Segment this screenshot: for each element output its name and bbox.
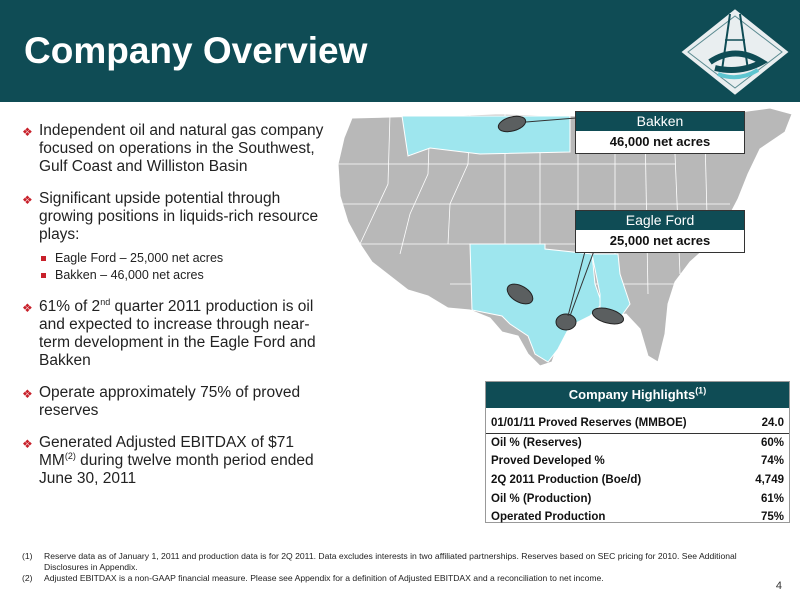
bakken-callout-title: Bakken bbox=[576, 112, 744, 131]
bullet-item: ❖ Independent oil and natural gas compan… bbox=[22, 122, 324, 175]
bakken-states bbox=[401, 115, 571, 157]
highlights-title: Company Highlights(1) bbox=[486, 382, 789, 408]
sub-bullet-list: Eagle Ford – 25,000 net acres Bakken – 4… bbox=[39, 250, 332, 284]
diamond-bullet-icon: ❖ bbox=[22, 193, 33, 207]
sub-bullet-item: Eagle Ford – 25,000 net acres bbox=[39, 250, 332, 267]
footnote-item: (1) Reserve data as of January 1, 2011 an… bbox=[22, 551, 737, 572]
table-row: Operated Production 75% bbox=[491, 511, 784, 524]
company-highlights-panel: Company Highlights(1) 01/01/11 Proved Re… bbox=[485, 381, 790, 523]
gulf-acreage-marker bbox=[591, 307, 625, 325]
diamond-bullet-icon: ❖ bbox=[22, 125, 33, 139]
footnotes: (1) Reserve data as of January 1, 2011 an… bbox=[22, 551, 752, 584]
bullet-item: ❖ Generated Adjusted EBITDAX of $71 MM(2… bbox=[22, 434, 314, 487]
highlights-table: 01/01/11 Proved Reserves (MMBOE) 24.0 Oil… bbox=[486, 414, 789, 527]
table-row: 2Q 2011 Production (Boe/d) 4,749 bbox=[491, 474, 784, 487]
bakken-acreage-marker bbox=[497, 115, 527, 133]
table-row: 01/01/11 Proved Reserves (MMBOE) 24.0 bbox=[486, 414, 789, 434]
diamond-bullet-icon: ❖ bbox=[22, 301, 33, 315]
header-bar: Company Overview bbox=[0, 0, 800, 102]
footnote-item: (2) Adjusted EBITDAX is a non-GAAP financ… bbox=[22, 573, 604, 583]
bakken-callout-value: 46,000 net acres bbox=[609, 134, 711, 149]
diamond-bullet-icon: ❖ bbox=[22, 437, 33, 451]
page-number: 4 bbox=[775, 580, 782, 592]
bakken-callout: Bakken 46,000 net acres bbox=[575, 111, 745, 154]
southwest-gulf-states bbox=[469, 243, 603, 363]
bullet-item: ❖ Operate approximately 75% of proved re… bbox=[22, 384, 301, 419]
page-title: Company Overview bbox=[24, 30, 368, 71]
eagle-ford-callout-value: 25,000 net acres bbox=[609, 233, 711, 248]
louisiana-state bbox=[591, 253, 631, 319]
eagle-ford-callout: Eagle Ford 25,000 net acres bbox=[575, 210, 745, 253]
table-row: Proved Developed % 74% bbox=[491, 455, 784, 468]
bullet-item: ❖ 61% of 2nd quarter 2011 production is … bbox=[22, 296, 316, 369]
eagle-ford-acreage-marker bbox=[555, 313, 577, 331]
diamond-bullet-icon: ❖ bbox=[22, 387, 33, 401]
table-row: Oil % (Reserves) 60% bbox=[491, 436, 784, 449]
square-bullet-icon bbox=[41, 256, 46, 261]
overview-bullets: ❖ Independent oil and natural gas compan… bbox=[22, 122, 332, 502]
bullet-item: ❖ Significant upside potential through g… bbox=[22, 190, 332, 284]
eagle-ford-callout-title: Eagle Ford bbox=[576, 211, 744, 230]
company-logo bbox=[678, 6, 792, 98]
table-row: Oil % (Production) 61% bbox=[491, 492, 784, 505]
permian-acreage-marker bbox=[506, 283, 534, 305]
sub-bullet-item: Bakken – 46,000 net acres bbox=[39, 267, 332, 284]
square-bullet-icon bbox=[41, 273, 46, 278]
